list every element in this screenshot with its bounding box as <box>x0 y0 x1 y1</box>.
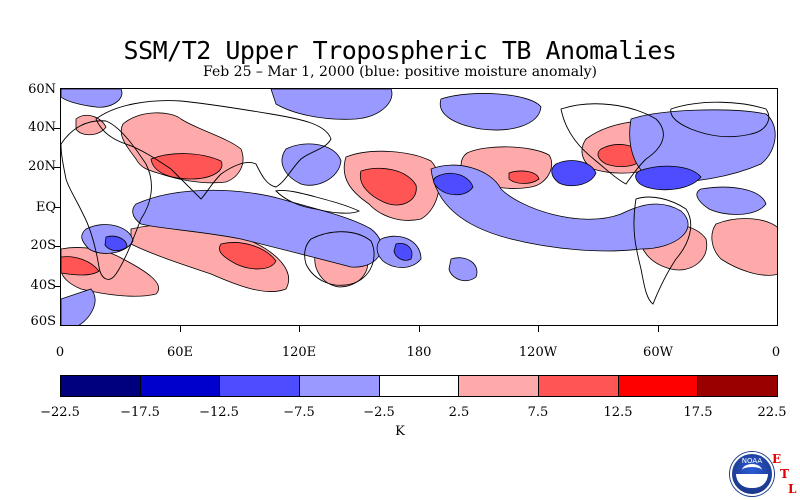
anomaly-map <box>60 88 778 326</box>
lon-tick <box>658 326 659 332</box>
colorbar-cell <box>379 376 460 396</box>
colorbar-label: −17.5 <box>120 405 160 420</box>
anomaly-negative-region <box>439 93 542 131</box>
colorbar-cell <box>459 376 540 396</box>
lat-tick <box>54 128 60 129</box>
anomaly-negative-region <box>61 288 96 325</box>
lon-label-120w: 120W <box>518 345 558 360</box>
anomaly-field <box>61 89 777 325</box>
lon-label-0-east: 0 <box>771 345 781 360</box>
anomaly-positive-region <box>711 218 777 276</box>
colorbar-cell <box>698 376 778 396</box>
lon-tick <box>538 326 539 332</box>
colorbar-cell <box>220 376 301 396</box>
anomaly-negative-core <box>433 173 474 196</box>
anomaly-positive-region <box>75 114 107 136</box>
etl-letter-t: T <box>780 467 789 481</box>
map-title: SSM/T2 Upper Tropospheric TB Anomalies <box>123 36 677 65</box>
anomaly-negative-core <box>635 165 702 191</box>
maritime-continent-outline <box>275 190 361 214</box>
lon-tick <box>299 326 300 332</box>
south-america-outline <box>633 196 692 305</box>
anomaly-negative-core <box>551 160 597 187</box>
anomaly-negative-region <box>430 164 689 252</box>
lon-label-60w: 60W <box>643 345 673 360</box>
coastlines <box>61 100 770 305</box>
colorbar-label: 2.5 <box>448 405 470 420</box>
lat-label-60n: 60N <box>28 82 56 97</box>
lat-tick <box>54 286 60 287</box>
anomaly-positive-core <box>508 170 540 184</box>
colorbar-cell <box>140 376 221 396</box>
africa-outline <box>61 120 152 280</box>
anomaly-negative-core <box>393 242 413 261</box>
lat-tick <box>54 207 60 208</box>
wave-icon <box>736 474 768 488</box>
seagull-icon <box>742 464 762 477</box>
lat-label-20n: 20N <box>28 159 56 174</box>
anomaly-positive-core <box>219 242 277 270</box>
lon-label-60e: 60E <box>166 345 194 360</box>
colorbar-cell <box>300 376 380 396</box>
lat-label-eq: EQ <box>35 200 56 215</box>
lon-tick <box>419 326 420 332</box>
lat-tick <box>54 167 60 168</box>
colorbar-label: 22.5 <box>757 405 787 420</box>
anomaly-positive-core <box>359 168 417 206</box>
lon-tick <box>180 326 181 332</box>
map-subtitle: Feb 25 – Mar 1, 2000 (blue: positive moi… <box>203 64 597 80</box>
eurasia-outline <box>95 100 332 200</box>
colorbar-label: −2.5 <box>363 405 395 420</box>
greenland-outline <box>670 101 770 138</box>
etl-letter-l: L <box>788 482 797 496</box>
colorbar-units: K <box>395 424 405 439</box>
anomaly-negative-core <box>104 235 128 251</box>
anomaly-positive-core <box>61 256 100 276</box>
colorbar-label: −12.5 <box>199 405 239 420</box>
lon-label-0: 0 <box>55 345 65 360</box>
colorbar-label: 17.5 <box>683 405 713 420</box>
australia-outline <box>304 231 375 286</box>
colorbar-label: 12.5 <box>603 405 633 420</box>
noaa-logo-text: NOAA <box>741 457 763 465</box>
lon-label-120e: 120E <box>281 345 317 360</box>
lat-label-60s: 60S <box>30 314 56 329</box>
anomaly-negative-region <box>270 89 393 120</box>
etl-letter-e: E <box>772 452 782 466</box>
lat-label-40n: 40N <box>28 120 56 135</box>
colorbar-cell <box>61 376 141 396</box>
color-bar <box>60 375 778 397</box>
lat-label-40s: 40S <box>30 278 56 293</box>
colorbar-label: −7.5 <box>283 405 315 420</box>
anomaly-negative-region <box>281 143 342 186</box>
anomaly-positive-core <box>150 153 223 180</box>
colorbar-label: 7.5 <box>527 405 549 420</box>
anomaly-negative-region <box>448 257 478 282</box>
lat-tick <box>54 246 60 247</box>
anomaly-negative-region <box>696 186 767 215</box>
anomaly-negative-region <box>61 89 123 108</box>
lat-label-20s: 20S <box>30 238 56 253</box>
noaa-logo: NOAA <box>730 452 774 496</box>
anomaly-negative-region <box>132 189 382 268</box>
colorbar-label: −22.5 <box>40 405 80 420</box>
lon-label-180: 180 <box>406 345 432 360</box>
colorbar-cell <box>539 376 619 396</box>
north-america-outline <box>560 103 664 185</box>
colorbar-cell <box>618 376 699 396</box>
